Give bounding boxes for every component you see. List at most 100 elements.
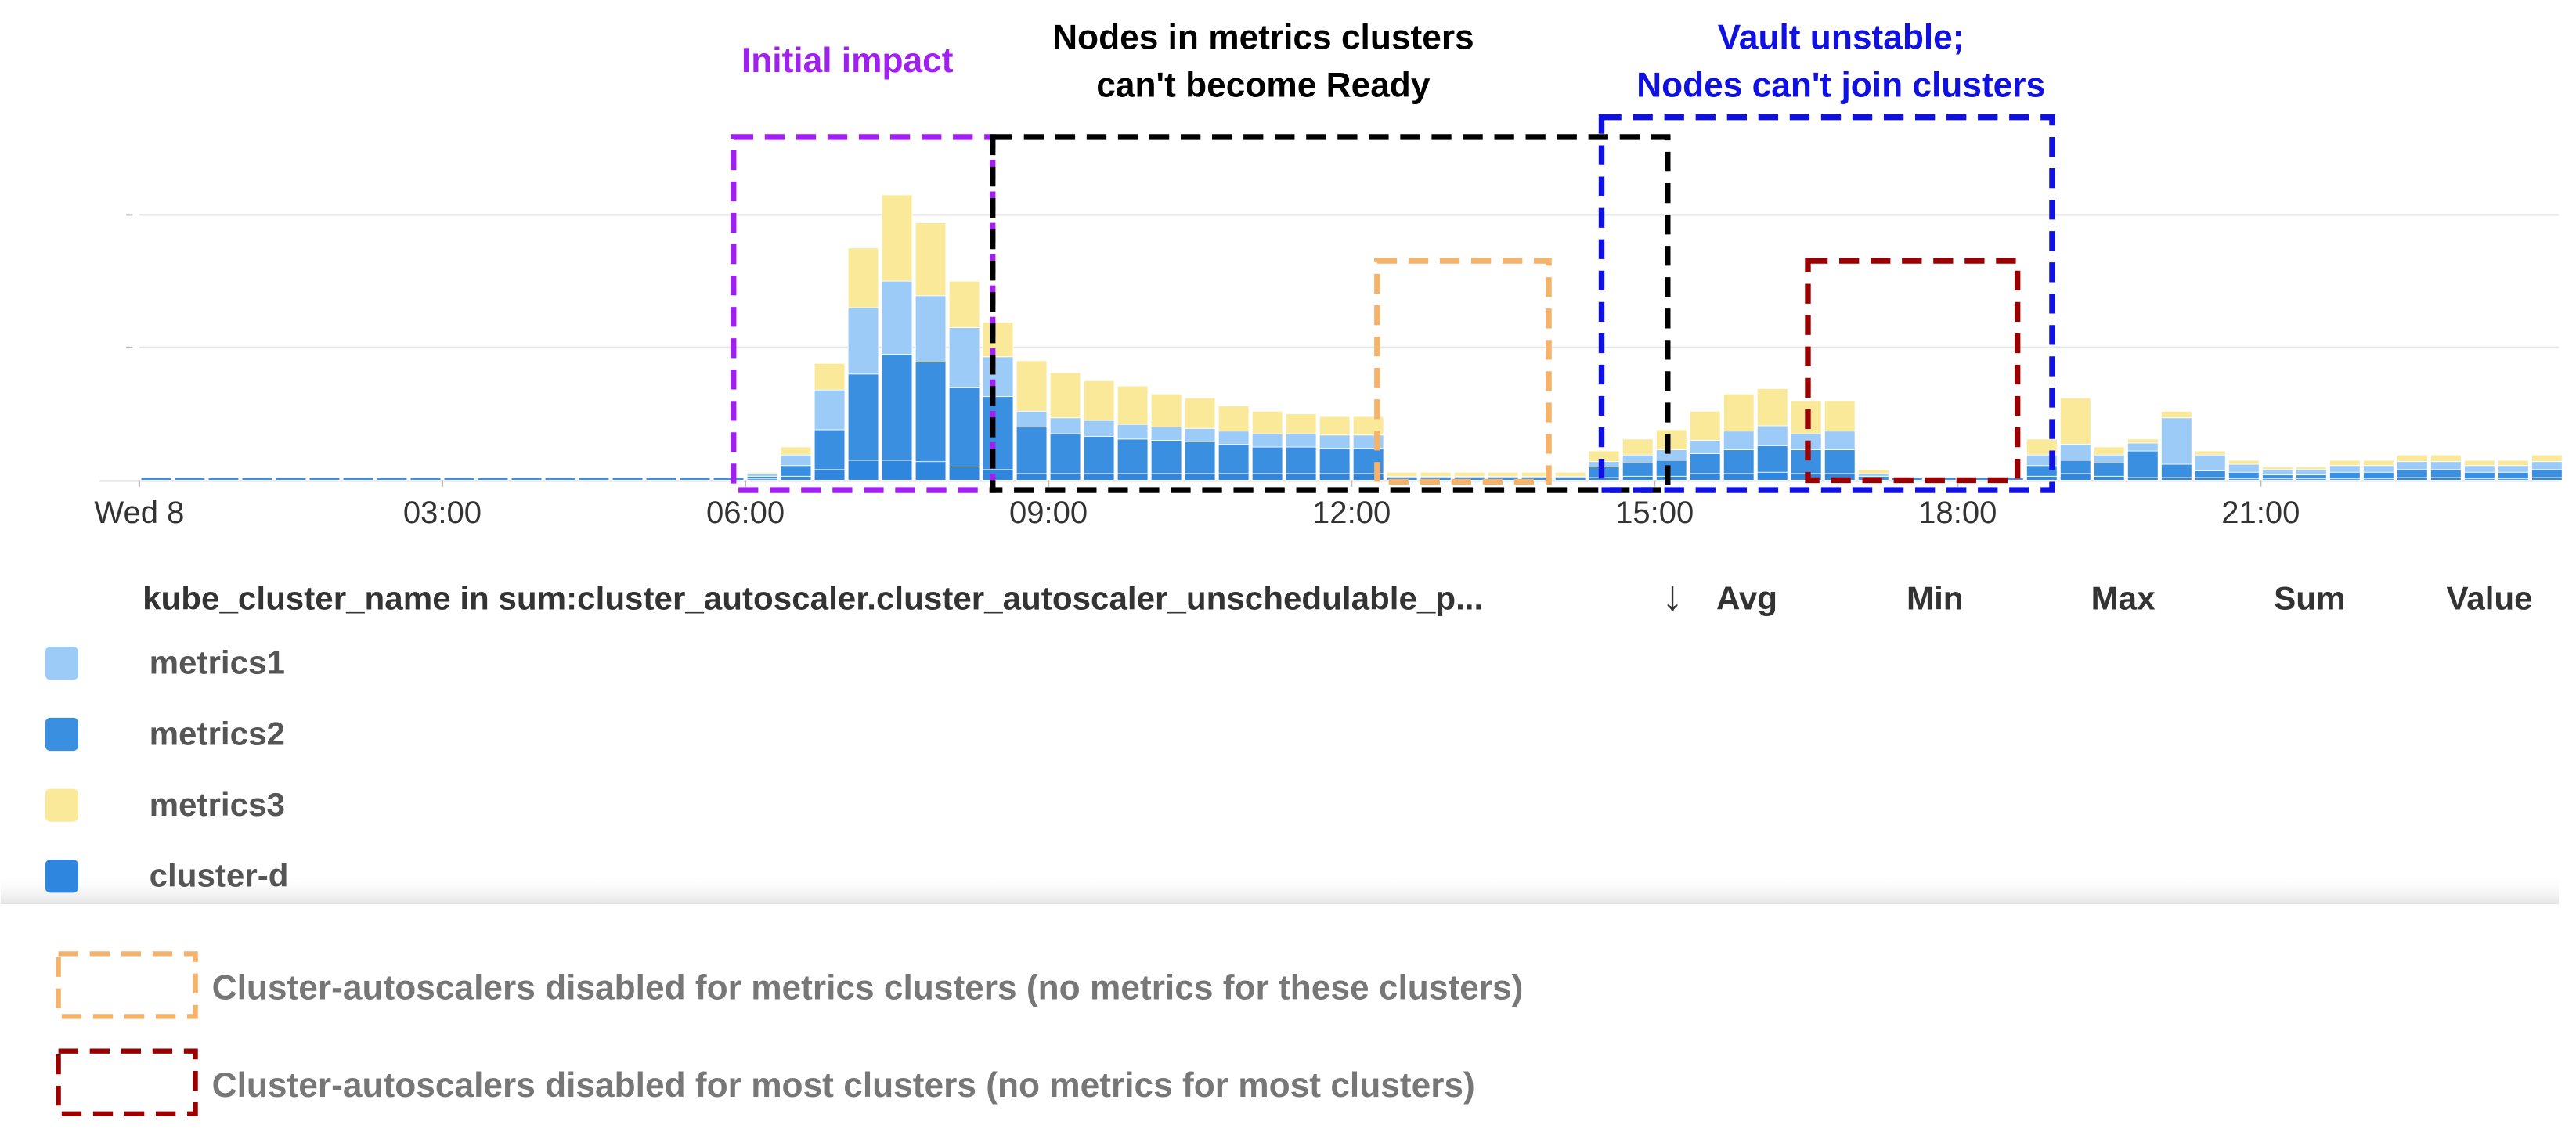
bar-segment (1016, 410, 1048, 428)
bar-segment (409, 477, 442, 481)
bar-segment (342, 477, 374, 481)
bar-segment (1453, 471, 1485, 477)
bar-segment (2262, 467, 2293, 470)
bar-segment (948, 467, 980, 481)
bar-segment (645, 477, 677, 481)
bar-segment (1184, 427, 1216, 442)
bar-segment (2498, 465, 2529, 473)
x-tick-label: 15:00 (1615, 496, 1694, 530)
bar-segment (1184, 397, 1216, 429)
bar-segment (1689, 473, 1721, 481)
bar-segment (2228, 463, 2260, 473)
bar-segment (2397, 469, 2428, 478)
bar-segment (140, 477, 172, 481)
bar-segment (1049, 473, 1081, 481)
legend-column: Avg (1716, 579, 1777, 616)
legend-label: metrics3 (150, 786, 285, 823)
bar-segment (1285, 473, 1317, 481)
bar-segment (746, 473, 778, 477)
bar-segment (1352, 416, 1384, 436)
bar-segment (780, 446, 812, 456)
bar-segment (1285, 413, 1317, 434)
bar-segment (1386, 471, 1418, 477)
bar-segment (1285, 433, 1317, 448)
bar-segment (2397, 477, 2428, 481)
bar-segment (1218, 473, 1250, 481)
bar-segment (679, 477, 711, 481)
bar-segment (511, 477, 543, 481)
bar-segment (2262, 469, 2293, 476)
bar-segment (1049, 433, 1081, 474)
bar-segment (544, 477, 576, 481)
bar-segment (1655, 460, 1687, 477)
bar-segment (780, 475, 812, 481)
bar-segment (1319, 434, 1351, 449)
annotation-box (990, 134, 1671, 493)
bar-segment (881, 280, 913, 355)
bar-segment (2195, 450, 2226, 456)
bar-segment (1756, 388, 1788, 427)
bar-segment (2127, 450, 2159, 478)
legend-column: Sum (2274, 579, 2345, 616)
legend-label: metrics1 (150, 644, 285, 681)
bar-segment (1723, 449, 1755, 474)
bar-segment (578, 477, 610, 481)
bar-segment (1083, 380, 1115, 421)
bar-segment (2059, 444, 2091, 461)
annotation-box (1805, 258, 2021, 484)
bar-segment (2397, 454, 2428, 463)
bar-segment (2093, 446, 2125, 456)
bar-segment (881, 460, 913, 481)
annotation-text: Vault unstable; (1718, 18, 1964, 56)
bar-segment (1689, 453, 1721, 474)
bar-segment (948, 280, 980, 328)
bar-segment (1319, 416, 1351, 436)
bar-segment (1319, 448, 1351, 474)
bar-segment (2296, 467, 2327, 470)
bar-segment (2160, 417, 2192, 465)
bar-segment (1117, 385, 1149, 425)
bar-segment (376, 477, 408, 481)
bar-segment (2093, 454, 2125, 463)
bar-segment (982, 356, 1014, 398)
bar-segment (443, 477, 475, 481)
bar-segment (2228, 471, 2260, 480)
bar-segment (1689, 440, 1721, 454)
bar-segment (2430, 477, 2462, 481)
bar-segment (1016, 360, 1048, 412)
legend-column: Min (1907, 579, 1964, 616)
bar-segment (1756, 425, 1788, 446)
bar-segment (1756, 471, 1788, 481)
bar-segment (2195, 470, 2226, 478)
bar-segment (1218, 444, 1250, 474)
legend-swatch (45, 788, 78, 822)
bar-segment (948, 327, 980, 388)
bar-segment (2160, 477, 2192, 481)
x-tick-label: 03:00 (403, 496, 482, 530)
bar-segment (1487, 471, 1519, 477)
bar-segment (1083, 420, 1115, 437)
key-text: Cluster-autoscalers disabled for metrics… (212, 968, 1524, 1007)
bar-segment (1824, 400, 1856, 432)
bar-segment (847, 307, 879, 375)
key-swatch (56, 1048, 198, 1116)
bar-segment (477, 477, 509, 481)
annotation-text: Initial impact (741, 41, 954, 80)
bar-segment (2093, 462, 2125, 477)
bar-segment (1083, 473, 1115, 481)
key-swatch (56, 951, 198, 1019)
bar-segment (1824, 431, 1856, 450)
key-text: Cluster-autoscalers disabled for most cl… (212, 1066, 1475, 1105)
bar-segment (1117, 438, 1149, 474)
bar-segment (1251, 473, 1283, 481)
bar-segment (982, 322, 1014, 358)
annotation-box (1374, 258, 1552, 485)
bar-segment (2329, 465, 2361, 473)
bar-segment (1655, 475, 1687, 481)
bar-segment (915, 222, 947, 297)
bar-segment (847, 247, 879, 308)
bar-segment (2195, 454, 2226, 471)
bar-segment (1150, 427, 1182, 441)
bar-segment (1420, 471, 1452, 477)
